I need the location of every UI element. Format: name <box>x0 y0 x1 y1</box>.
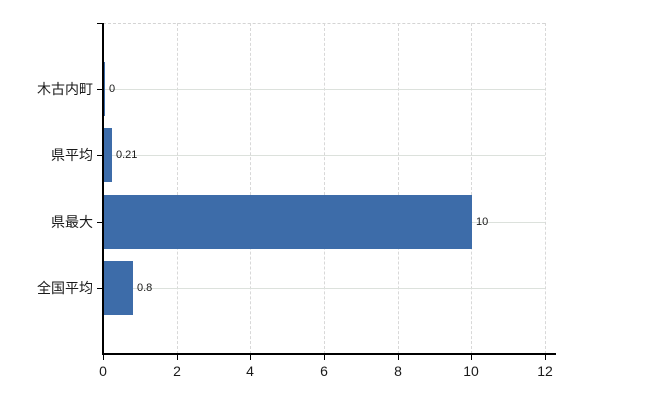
gridline-vertical <box>471 23 472 354</box>
x-tick-label: 4 <box>246 363 254 379</box>
x-tick-label: 12 <box>537 363 553 379</box>
x-tick-label: 6 <box>320 363 328 379</box>
gridline-vertical <box>545 23 546 354</box>
bar-value-label: 0.8 <box>137 282 153 294</box>
bar <box>104 62 105 116</box>
x-axis-line <box>102 353 556 355</box>
y-axis-line <box>102 23 104 355</box>
y-category-label: 木古内町 <box>37 81 93 97</box>
y-axis-tick <box>97 89 103 90</box>
x-tick-label: 0 <box>99 363 107 379</box>
x-axis-tick <box>398 355 399 360</box>
plot-area: 0 0.21 10 0.8 <box>103 23 546 354</box>
x-tick-label: 2 <box>173 363 181 379</box>
y-category-label: 県平均 <box>51 147 93 163</box>
x-axis-tick <box>177 355 178 360</box>
bar <box>104 195 472 249</box>
x-axis-tick <box>250 355 251 360</box>
x-axis-tick <box>324 355 325 360</box>
x-axis-tick <box>103 355 104 360</box>
y-category-label: 全国平均 <box>37 280 93 296</box>
bar-value-label: 10 <box>476 216 489 228</box>
x-axis-tick <box>545 355 546 360</box>
gridline-vertical <box>324 23 325 354</box>
x-axis-tick <box>471 355 472 360</box>
x-tick-label: 10 <box>463 363 479 379</box>
gridline-horizontal <box>103 288 545 289</box>
bar-value-label: 0.21 <box>116 149 138 161</box>
bar <box>104 128 112 182</box>
y-axis-tick <box>97 155 103 156</box>
gridline-vertical <box>177 23 178 354</box>
gridline-horizontal <box>103 89 545 90</box>
y-axis-tick <box>97 222 103 223</box>
bar <box>104 261 133 315</box>
y-category-label: 県最大 <box>51 214 93 230</box>
y-axis-tick <box>97 288 103 289</box>
gridline-vertical <box>398 23 399 354</box>
gridline-vertical <box>250 23 251 354</box>
gridline-horizontal <box>103 155 545 156</box>
y-axis-top-tick <box>97 23 103 24</box>
bar-value-label: 0 <box>109 83 116 95</box>
x-tick-label: 8 <box>394 363 402 379</box>
